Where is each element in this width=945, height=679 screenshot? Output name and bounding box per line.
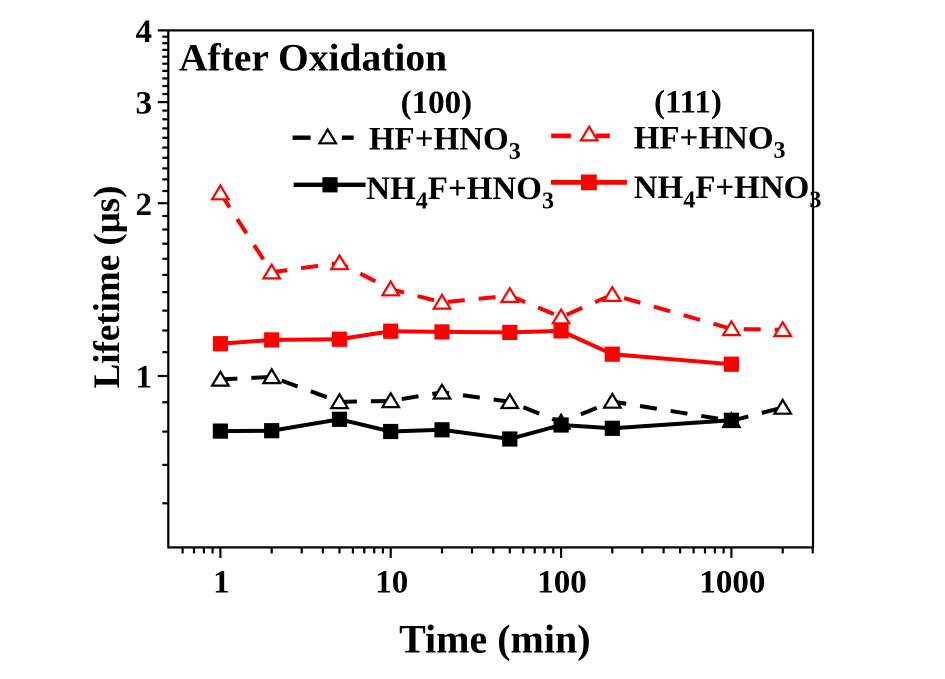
svg-text:1: 1 xyxy=(136,360,153,396)
svg-text:HF+HNO3: HF+HNO3 xyxy=(634,121,786,165)
svg-text:NH4F+HNO3: NH4F+HNO3 xyxy=(634,170,822,214)
svg-text:100: 100 xyxy=(537,564,587,600)
svg-text:10: 10 xyxy=(375,564,408,600)
svg-text:Lifetime (μs): Lifetime (μs) xyxy=(87,186,128,389)
svg-text:2: 2 xyxy=(136,187,153,223)
svg-text:NH4F+HNO3: NH4F+HNO3 xyxy=(366,171,554,215)
svg-text:(111): (111) xyxy=(654,85,722,121)
svg-text:3: 3 xyxy=(136,86,153,122)
svg-text:1000: 1000 xyxy=(699,564,765,600)
svg-text:After Oxidation: After Oxidation xyxy=(179,36,447,80)
svg-text:(100): (100) xyxy=(401,85,472,121)
svg-text:Time (min): Time (min) xyxy=(399,616,590,661)
svg-text:HF+HNO3: HF+HNO3 xyxy=(369,122,521,166)
svg-text:1: 1 xyxy=(213,564,230,600)
svg-text:4: 4 xyxy=(136,14,153,50)
